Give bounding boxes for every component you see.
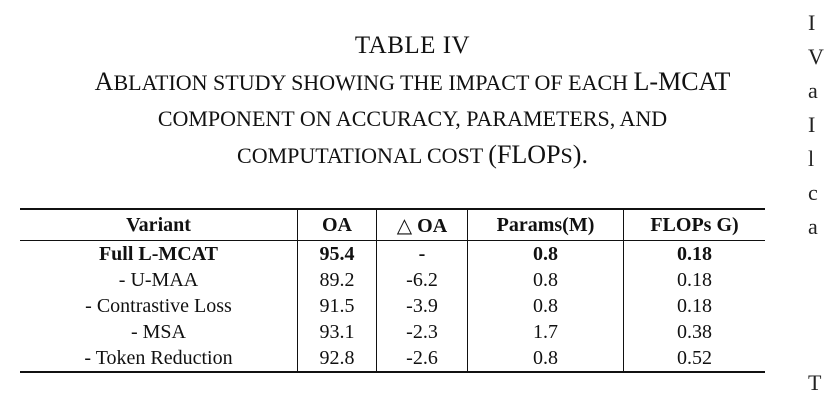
right-column-fragment: a	[808, 78, 818, 103]
cell-delta-oa: -6.2	[376, 267, 468, 293]
header-params: Params(M)	[467, 209, 624, 241]
cell-variant: - Contrastive Loss	[20, 293, 298, 319]
caption-flops: (FLOP	[488, 140, 561, 169]
cell-params: 0.8	[467, 267, 624, 293]
cell-params: 1.7	[467, 319, 624, 345]
cell-oa: 93.1	[297, 319, 377, 345]
ablation-table: Variant OA △ OA Params(M) FLOPs G) Full …	[20, 208, 765, 373]
table-row: - Token Reduction 92.8 -2.6 0.8 0.52	[20, 345, 765, 372]
table-title: TABLE IV	[354, 32, 471, 59]
caption-initial: A	[94, 67, 114, 96]
header-flops: FLOPs G)	[650, 213, 739, 236]
table-row: - MSA 93.1 -2.3 1.7 0.38	[20, 319, 765, 345]
cell-flops: 0.18	[677, 242, 712, 265]
right-column-fragment: V	[808, 44, 824, 69]
table-caption: TABLE IV ABLATION STUDY SHOWING THE IMPA…	[40, 28, 785, 174]
header-oa: OA	[297, 209, 377, 241]
header-variant: Variant	[20, 209, 298, 241]
caption-line-1: ABLATION STUDY SHOWING THE IMPACT OF EAC…	[40, 64, 785, 101]
table-row: - U-MAA 89.2 -6.2 0.8 0.18	[20, 267, 765, 293]
right-column-fragment: I	[808, 112, 816, 137]
cell-params: 0.8	[467, 345, 624, 372]
cell-variant: - MSA	[20, 319, 298, 345]
right-column-fragment: l	[808, 146, 815, 171]
cell-variant: Full L-MCAT	[20, 240, 298, 267]
cell-flops: 0.38	[677, 320, 712, 343]
caption-flops-suffix: S	[560, 143, 573, 168]
caption-model-name: L-MCAT	[633, 67, 731, 96]
right-column-fragment: a	[808, 214, 818, 239]
cell-params: 0.8	[467, 293, 624, 319]
cell-flops: 0.18	[677, 294, 712, 317]
caption-text: BLATION STUDY SHOWING THE IMPACT OF EACH	[113, 70, 634, 95]
cell-variant: - Token Reduction	[20, 345, 298, 372]
right-column-fragment: T	[808, 370, 822, 395]
cell-oa: 89.2	[297, 267, 377, 293]
caption-text: COMPUTATIONAL COST	[237, 143, 489, 168]
cell-delta-oa: -2.3	[376, 319, 468, 345]
cell-delta-oa: -	[376, 240, 468, 267]
cell-delta-oa: -3.9	[376, 293, 468, 319]
cell-delta-oa: -2.6	[376, 345, 468, 372]
table-row: - Contrastive Loss 91.5 -3.9 0.8 0.18	[20, 293, 765, 319]
right-column-fragment: I	[808, 10, 816, 35]
cell-params: 0.8	[467, 240, 624, 267]
cell-oa: 92.8	[297, 345, 377, 372]
cell-flops: 0.18	[677, 268, 712, 291]
caption-end: ).	[572, 140, 588, 169]
cell-flops: 0.52	[677, 346, 712, 369]
table-row: Full L-MCAT 95.4 - 0.8 0.18	[20, 240, 765, 267]
right-column-fragment: c	[808, 180, 818, 205]
table-header-row: Variant OA △ OA Params(M) FLOPs G)	[20, 209, 765, 241]
caption-line-3: COMPUTATIONAL COST (FLOPS).	[40, 137, 785, 174]
cell-variant: - U-MAA	[20, 267, 298, 293]
caption-line-2: COMPONENT ON ACCURACY, PARAMETERS, AND	[157, 106, 668, 131]
cell-oa: 95.4	[297, 240, 377, 267]
header-delta-oa: △ OA	[376, 209, 468, 241]
cell-oa: 91.5	[297, 293, 377, 319]
